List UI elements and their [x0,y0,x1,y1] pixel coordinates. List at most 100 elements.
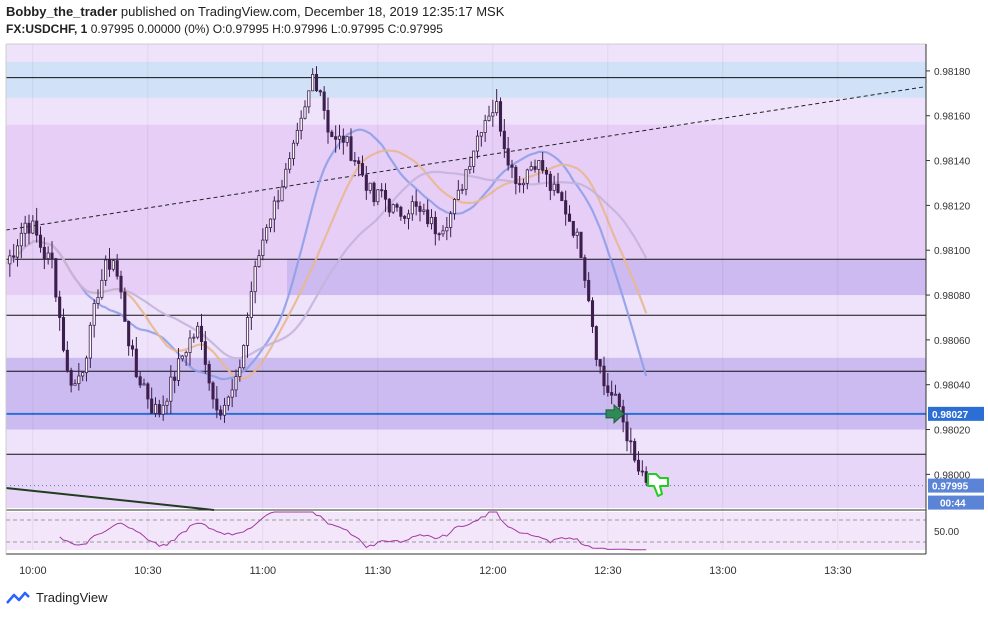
candle-body [35,220,39,236]
candle-body [115,260,119,277]
zone-support [6,357,926,430]
candle-body [349,136,353,161]
candle-body [410,201,414,215]
candle-body [23,222,27,234]
candle-body [42,246,46,259]
tradingview-brand[interactable]: TradingView [36,590,108,605]
x-tick-label: 13:00 [709,565,737,577]
candle-body [556,183,560,193]
candle-body [153,404,158,414]
x-tick-label: 11:00 [249,565,276,577]
rsi-line [59,511,647,551]
candle-body [360,163,365,176]
candle-body [468,165,472,171]
symbol-label[interactable]: FX:USDCHF, 1 [6,22,88,36]
right-arrow-icon [605,403,625,424]
candle-body [318,90,322,93]
level-price-badge: 0.98027 [932,410,969,421]
candle-body [334,136,338,140]
candle-body [245,317,250,346]
candle-body [544,169,549,175]
candle-body [130,345,135,350]
candle-body [602,365,606,387]
candle-body [84,357,89,373]
candle-body [383,189,388,200]
candle-body [73,383,77,386]
candle-body [625,421,629,442]
trend-line [5,86,927,231]
candle-body [525,169,529,184]
thumbs-down-shape [647,473,669,497]
y-tick-label: 0.98100 [934,246,971,257]
candle-body [173,376,177,381]
candle-body [548,173,552,191]
candle-body [146,383,150,400]
y-tick-label: 0.98140 [934,157,971,168]
candle-body [594,326,598,360]
author-name[interactable]: Bobby_the_trader [6,4,118,19]
candle-body [437,233,441,236]
x-tick-label: 12:00 [479,565,507,577]
candle-body [58,296,62,318]
candle-body [613,393,618,396]
zone-resistance [6,61,926,98]
candle-body [311,74,315,92]
x-tick-label: 11:30 [364,565,391,577]
candle-body [161,404,165,415]
candle-body [483,120,487,133]
zone-lower [6,454,926,508]
candle-body [518,183,522,186]
candle-body [541,160,545,171]
candle-body [395,204,399,208]
candle-body [238,367,242,377]
candle-body [46,252,50,259]
candle-body [529,166,533,171]
candle-body [380,189,384,192]
candle-body [96,296,100,304]
tradingview-logo-icon[interactable] [6,591,30,605]
candle-body [169,376,173,402]
candle-body [502,130,506,150]
candle-body [299,117,303,131]
candle-body [353,160,357,162]
candle-body [50,252,54,260]
candle-body [372,182,376,203]
x-tick-label: 10:00 [19,565,47,577]
candle-body [445,227,449,232]
candle-body [510,164,514,168]
candle-body [575,231,579,236]
candle-body [54,258,58,298]
candle-body [533,166,537,170]
candle-body [88,324,92,359]
candle-body [314,74,319,92]
candle-body [284,168,288,188]
candle-body [587,279,591,302]
candle-body [433,216,437,235]
candle-body [242,345,246,369]
level-price-badge-bg [928,406,984,421]
candle-body [104,259,108,281]
published-text: published on TradingView.com, December 1… [120,4,505,19]
candle-body [272,200,276,220]
candle-body [479,132,483,137]
candle-body [337,135,342,140]
candle-body [280,186,284,202]
candle-body [636,459,641,472]
candle-body [234,376,238,391]
candle-body [253,266,257,293]
candle-body [498,101,503,132]
rsi-level-label: 50.00 [934,527,959,538]
candle-body [456,189,460,200]
candle-body [399,206,403,217]
candle-body [475,135,480,152]
y-tick-label: 0.98160 [934,112,971,123]
x-tick-label: 10:30 [134,565,162,577]
thumbs-down-icon [647,473,669,497]
current-price-badge-bg [928,478,984,493]
candle-body [487,115,491,121]
candle-body [495,101,499,114]
chart-header-line2: FX:USDCHF, 1 0.97995 0.00000 (0%) O:0.97… [6,22,443,36]
candle-body [150,398,154,414]
candle-body [12,255,16,258]
